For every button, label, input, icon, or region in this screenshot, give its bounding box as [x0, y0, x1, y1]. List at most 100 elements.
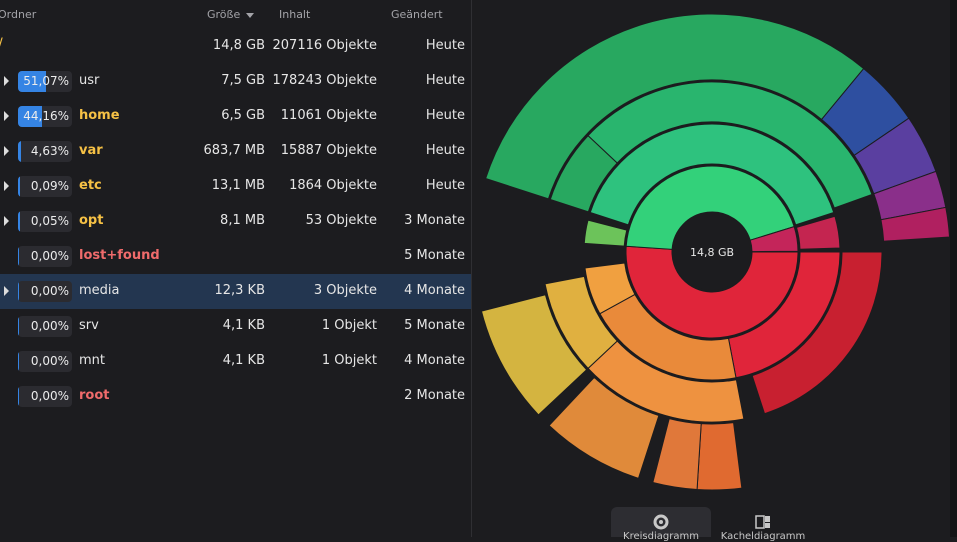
percent-label: 0,00%	[30, 249, 69, 263]
expander-icon[interactable]	[4, 146, 9, 156]
column-modified[interactable]: Geändert	[391, 8, 443, 21]
ring-segment[interactable]	[751, 251, 883, 415]
folder-row[interactable]: 51,07% usr 7,5 GB 178243 Objekte Heute	[0, 64, 471, 99]
ring-segment[interactable]	[548, 376, 660, 479]
folder-row[interactable]: 44,16% home 6,5 GB 11061 Objekte Heute	[0, 99, 471, 134]
folder-size: 7,5 GB	[221, 73, 265, 88]
folder-modified: Heute	[425, 143, 465, 158]
folder-row[interactable]: 0,09% etc 13,1 MB 1864 Objekte Heute	[0, 169, 471, 204]
ring-chart-icon	[653, 514, 669, 530]
percent-bar: 0,05%	[18, 211, 72, 232]
percent-label: 0,00%	[30, 389, 69, 403]
folder-row[interactable]: 0,00% root 2 Monate	[0, 379, 471, 414]
sort-descending-icon	[246, 12, 255, 18]
ring-segment[interactable]	[795, 215, 841, 250]
treemap-icon	[755, 515, 770, 529]
expander-icon[interactable]	[4, 286, 9, 296]
folder-name: media	[79, 283, 120, 298]
percent-fill	[18, 316, 20, 337]
ring-segment[interactable]	[880, 206, 951, 242]
folder-modified: 4 Monate	[404, 283, 465, 298]
folder-row[interactable]: 0,00% mnt 4,1 KB 1 Objekt 4 Monate	[0, 344, 471, 379]
folder-content: 1864 Objekte	[289, 178, 377, 193]
folder-modified: Heute	[425, 178, 465, 193]
window-edge	[950, 0, 957, 537]
folder-content: 1 Objekt	[321, 353, 377, 368]
ring-segment[interactable]	[589, 123, 835, 226]
folder-row[interactable]: 0,00% media 12,3 KB 3 Objekte 4 Monate	[0, 274, 471, 309]
ring-segment[interactable]	[625, 165, 795, 250]
folder-modified: 5 Monate	[404, 318, 465, 333]
percent-label: 0,09%	[30, 179, 69, 193]
percent-fill	[18, 351, 20, 372]
ring-segment[interactable]	[583, 219, 628, 247]
percent-fill	[18, 211, 20, 232]
percent-bar: 0,00%	[18, 246, 72, 267]
ring-segment[interactable]	[625, 245, 799, 339]
ring-center[interactable]	[674, 214, 750, 290]
folder-row[interactable]: 0,05% opt 8,1 MB 53 Objekte 3 Monate	[0, 204, 471, 239]
ring-segment[interactable]	[584, 262, 636, 315]
percent-label: 0,05%	[30, 214, 69, 228]
expander-icon[interactable]	[4, 181, 9, 191]
ring-segment[interactable]	[544, 275, 618, 370]
folder-name: opt	[79, 213, 104, 228]
folder-modified: 4 Monate	[404, 353, 465, 368]
percent-bar: 0,09%	[18, 176, 72, 197]
expander-icon[interactable]	[4, 76, 9, 86]
percent-label: 0,00%	[30, 284, 69, 298]
percent-bar: 51,07%	[18, 71, 72, 92]
ring-segment[interactable]	[480, 294, 588, 416]
folder-name: srv	[79, 318, 99, 333]
expander-icon[interactable]	[4, 111, 9, 121]
percent-label: 0,00%	[30, 319, 69, 333]
ring-segment[interactable]	[652, 417, 702, 491]
percent-bar: 4,63%	[18, 141, 72, 162]
percent-fill	[18, 176, 20, 197]
percent-fill	[18, 246, 20, 267]
chart-pane: 14,8 GB Kreisdiagramm Kacheldiagramm	[472, 0, 951, 542]
folder-size: 4,1 KB	[222, 353, 265, 368]
expander-icon[interactable]	[4, 216, 9, 226]
folder-name: etc	[79, 178, 102, 193]
folder-row[interactable]: 0,00% srv 4,1 KB 1 Objekt 5 Monate	[0, 309, 471, 344]
folder-size: 13,1 MB	[211, 178, 265, 193]
folder-row[interactable]: 0,00% lost+found 5 Monate	[0, 239, 471, 274]
column-content[interactable]: Inhalt	[279, 8, 311, 21]
root-content: 207116 Objekte	[272, 38, 377, 53]
folder-name: mnt	[79, 353, 105, 368]
column-size[interactable]: Größe	[207, 8, 255, 21]
center-size-label: 14,8 GB	[690, 246, 734, 259]
folder-content: 178243 Objekte	[272, 73, 377, 88]
folder-modified: 5 Monate	[404, 248, 465, 263]
percent-bar: 44,16%	[18, 106, 72, 127]
column-folder[interactable]: Ordner	[0, 8, 37, 21]
ring-segment[interactable]	[696, 422, 743, 491]
percent-label: 44,16%	[23, 109, 69, 123]
percent-fill	[18, 281, 20, 302]
percent-bar: 0,00%	[18, 281, 72, 302]
folder-size: 4,1 KB	[222, 318, 265, 333]
pane-divider[interactable]	[471, 0, 472, 537]
folder-content: 53 Objekte	[305, 213, 377, 228]
folder-row[interactable]: 4,63% var 683,7 MB 15887 Objekte Heute	[0, 134, 471, 169]
folder-modified: 2 Monate	[404, 388, 465, 403]
root-modified: Heute	[425, 38, 465, 53]
ring-segment[interactable]	[749, 225, 799, 253]
root-row[interactable]: / 14,8 GB 207116 Objekte Heute	[0, 29, 471, 64]
folder-content: 1 Objekt	[321, 318, 377, 333]
root-size: 14,8 GB	[212, 38, 265, 53]
percent-fill	[18, 386, 20, 407]
ring-segment[interactable]	[485, 13, 865, 200]
ring-chart-button[interactable]: Kreisdiagramm	[611, 507, 711, 542]
folder-name: lost+found	[79, 248, 160, 263]
treemap-button[interactable]: Kacheldiagramm	[713, 507, 813, 542]
ring-segment[interactable]	[587, 81, 873, 209]
tree-header: Ordner Größe Inhalt Geändert	[0, 0, 471, 28]
percent-bar: 0,00%	[18, 316, 72, 337]
folder-name: root	[79, 388, 110, 403]
folder-size: 6,5 GB	[221, 108, 265, 123]
ring-chart[interactable]: 14,8 GB	[472, 0, 951, 537]
percent-label: 51,07%	[23, 74, 69, 88]
folder-content: 15887 Objekte	[280, 143, 377, 158]
